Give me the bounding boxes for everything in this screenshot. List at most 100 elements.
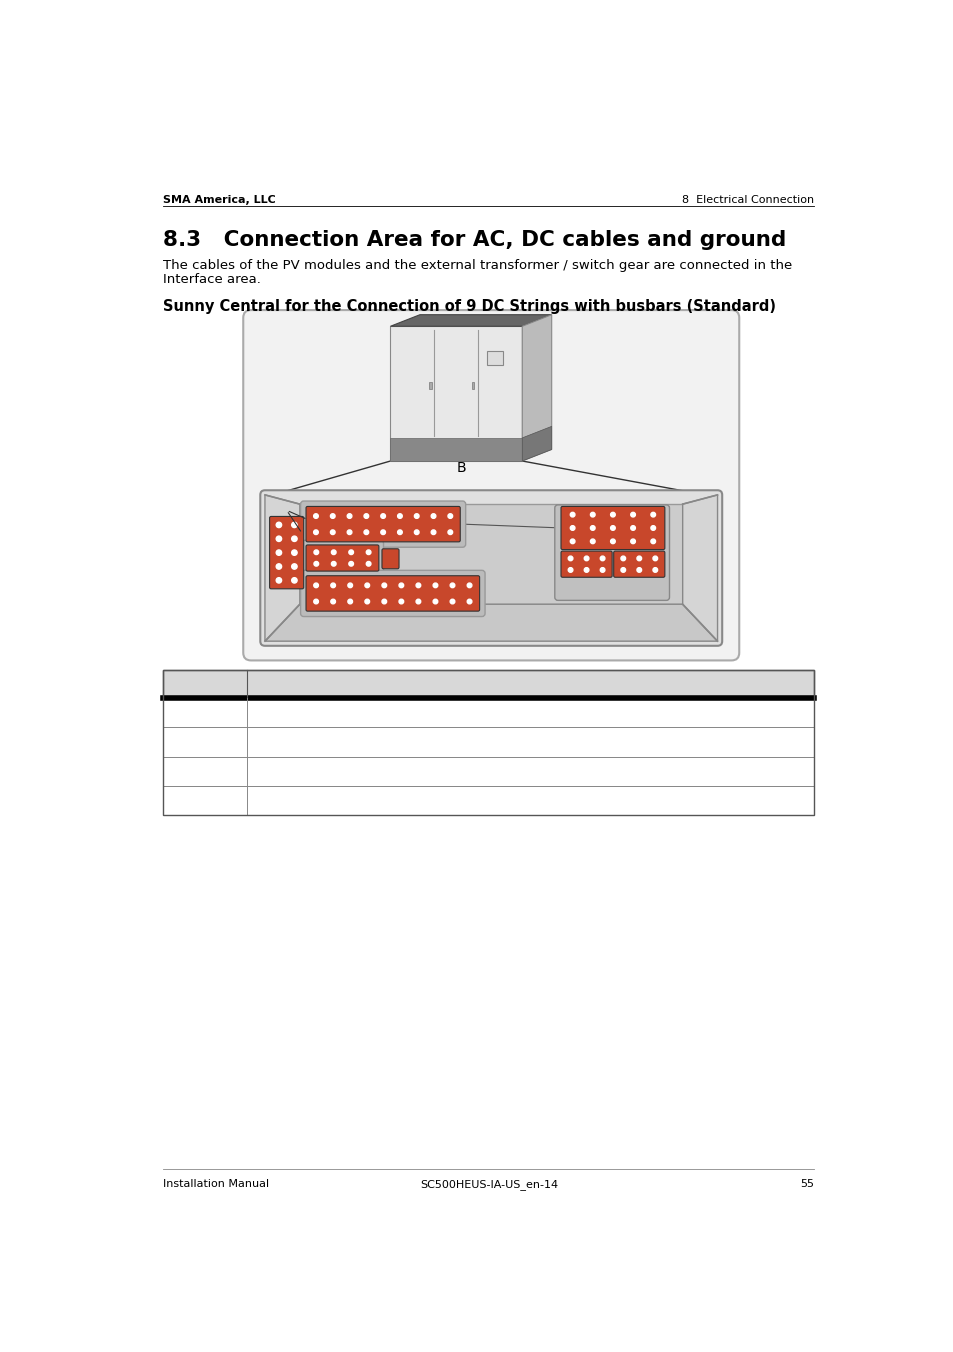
Circle shape bbox=[347, 514, 352, 518]
Circle shape bbox=[398, 599, 403, 604]
Bar bbox=[163, 786, 814, 815]
Text: 55: 55 bbox=[800, 1179, 814, 1188]
Circle shape bbox=[590, 539, 595, 544]
Circle shape bbox=[314, 530, 318, 534]
Bar bbox=[487, 352, 502, 365]
Circle shape bbox=[650, 539, 655, 544]
FancyBboxPatch shape bbox=[560, 552, 612, 577]
Circle shape bbox=[610, 526, 615, 530]
Circle shape bbox=[583, 568, 588, 572]
Text: Description: Description bbox=[253, 676, 342, 691]
Circle shape bbox=[347, 530, 352, 534]
FancyBboxPatch shape bbox=[381, 549, 398, 569]
Circle shape bbox=[652, 568, 657, 572]
Circle shape bbox=[416, 599, 420, 604]
Circle shape bbox=[276, 537, 281, 541]
Text: DC+ connection (neg. grounding), DC – connection (pos. grounding): DC+ connection (neg. grounding), DC – co… bbox=[254, 735, 710, 748]
Bar bbox=[472, 381, 474, 389]
Circle shape bbox=[276, 522, 281, 527]
Circle shape bbox=[570, 526, 575, 530]
Circle shape bbox=[292, 522, 296, 527]
Polygon shape bbox=[682, 495, 717, 641]
Circle shape bbox=[650, 512, 655, 516]
Bar bbox=[163, 671, 814, 815]
Circle shape bbox=[620, 556, 625, 561]
Circle shape bbox=[330, 530, 335, 534]
Circle shape bbox=[381, 599, 386, 604]
Circle shape bbox=[348, 583, 353, 588]
Polygon shape bbox=[521, 426, 551, 461]
Circle shape bbox=[590, 512, 595, 516]
Circle shape bbox=[314, 561, 318, 566]
FancyBboxPatch shape bbox=[301, 541, 383, 576]
Circle shape bbox=[637, 556, 641, 561]
Circle shape bbox=[314, 583, 318, 588]
Circle shape bbox=[630, 539, 635, 544]
FancyBboxPatch shape bbox=[270, 516, 303, 589]
Circle shape bbox=[397, 514, 402, 518]
Circle shape bbox=[330, 514, 335, 518]
Text: D: D bbox=[171, 794, 182, 807]
Circle shape bbox=[467, 583, 472, 588]
Circle shape bbox=[292, 577, 296, 583]
Circle shape bbox=[365, 599, 369, 604]
Polygon shape bbox=[521, 315, 551, 461]
Circle shape bbox=[314, 514, 318, 518]
FancyBboxPatch shape bbox=[613, 552, 664, 577]
Circle shape bbox=[276, 577, 281, 583]
FancyBboxPatch shape bbox=[300, 502, 465, 548]
Text: B: B bbox=[171, 735, 181, 749]
Text: 8  Electrical Connection: 8 Electrical Connection bbox=[681, 195, 814, 204]
Circle shape bbox=[292, 550, 296, 556]
Text: 8.3   Connection Area for AC, DC cables and ground: 8.3 Connection Area for AC, DC cables an… bbox=[163, 230, 786, 250]
Circle shape bbox=[431, 514, 436, 518]
Text: Sunny Central for the Connection of 9 DC Strings with busbars (Standard): Sunny Central for the Connection of 9 DC… bbox=[163, 299, 776, 314]
FancyBboxPatch shape bbox=[555, 504, 669, 600]
Bar bbox=[163, 727, 814, 757]
FancyBboxPatch shape bbox=[300, 571, 484, 617]
Circle shape bbox=[433, 599, 437, 604]
Circle shape bbox=[380, 530, 385, 534]
Polygon shape bbox=[390, 438, 521, 461]
Circle shape bbox=[599, 568, 604, 572]
Circle shape bbox=[414, 530, 418, 534]
Circle shape bbox=[364, 530, 368, 534]
Circle shape bbox=[650, 526, 655, 530]
Circle shape bbox=[276, 550, 281, 556]
Circle shape bbox=[380, 514, 385, 518]
Text: AC connection: AC connection bbox=[254, 764, 351, 777]
FancyBboxPatch shape bbox=[306, 545, 378, 571]
Circle shape bbox=[448, 514, 452, 518]
Circle shape bbox=[448, 530, 452, 534]
Polygon shape bbox=[390, 326, 521, 461]
Circle shape bbox=[414, 514, 418, 518]
Circle shape bbox=[599, 556, 604, 561]
FancyBboxPatch shape bbox=[260, 491, 721, 646]
Circle shape bbox=[610, 539, 615, 544]
Circle shape bbox=[331, 550, 335, 554]
Text: B: B bbox=[456, 461, 465, 475]
Circle shape bbox=[331, 583, 335, 588]
Circle shape bbox=[314, 550, 318, 554]
Text: C: C bbox=[670, 577, 680, 591]
Text: A: A bbox=[276, 503, 286, 516]
FancyBboxPatch shape bbox=[306, 576, 479, 611]
FancyBboxPatch shape bbox=[306, 507, 459, 542]
Circle shape bbox=[397, 530, 402, 534]
Circle shape bbox=[398, 583, 403, 588]
Text: SMA America, LLC: SMA America, LLC bbox=[163, 195, 275, 204]
Circle shape bbox=[314, 599, 318, 604]
Circle shape bbox=[364, 514, 368, 518]
Bar bbox=[163, 671, 814, 698]
Circle shape bbox=[416, 583, 420, 588]
Text: C: C bbox=[171, 764, 181, 779]
Circle shape bbox=[450, 583, 455, 588]
Text: SC500HEUS-IA-US_en-14: SC500HEUS-IA-US_en-14 bbox=[419, 1179, 558, 1190]
Circle shape bbox=[331, 599, 335, 604]
Circle shape bbox=[590, 526, 595, 530]
Bar bbox=[163, 757, 814, 786]
Circle shape bbox=[570, 512, 575, 516]
Circle shape bbox=[637, 568, 641, 572]
Circle shape bbox=[570, 539, 575, 544]
Circle shape bbox=[349, 550, 354, 554]
